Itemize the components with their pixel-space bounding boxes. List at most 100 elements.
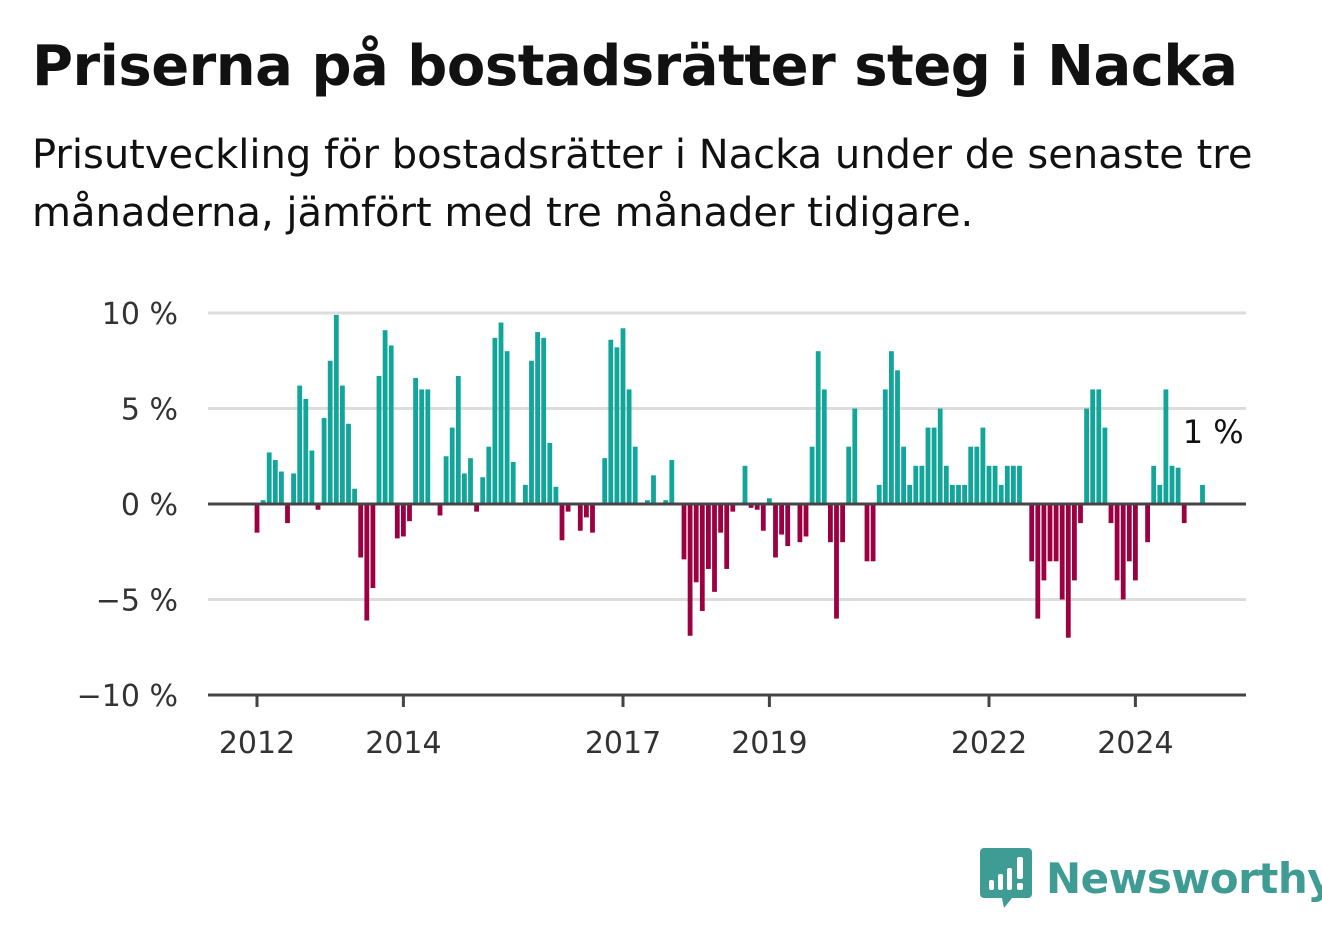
bar xyxy=(821,389,827,504)
bar xyxy=(462,473,467,504)
bar xyxy=(504,351,510,504)
bar xyxy=(882,389,888,504)
bar xyxy=(693,504,699,583)
bar xyxy=(486,446,492,504)
bar xyxy=(901,446,906,504)
bar xyxy=(974,446,980,504)
bar xyxy=(266,452,272,504)
bar xyxy=(620,328,626,504)
bar xyxy=(962,484,967,504)
bar xyxy=(1114,504,1120,581)
bar xyxy=(1120,504,1126,600)
bar xyxy=(663,500,669,504)
y-tick-label: 0 % xyxy=(121,488,178,523)
bar xyxy=(742,465,748,504)
bar xyxy=(425,389,431,504)
bar xyxy=(803,504,809,537)
bar xyxy=(767,498,772,504)
bar xyxy=(413,377,418,504)
bar xyxy=(1126,504,1132,562)
bar xyxy=(297,385,303,504)
bar xyxy=(718,504,723,533)
bar xyxy=(712,504,717,592)
bar xyxy=(1041,504,1047,581)
x-tick-label: 2017 xyxy=(585,726,661,761)
bar xyxy=(730,504,736,512)
bar xyxy=(876,484,882,504)
y-tick-label: −5 % xyxy=(96,584,178,619)
bar xyxy=(1078,504,1083,524)
bar xyxy=(614,347,620,504)
bar xyxy=(541,337,547,504)
bar xyxy=(889,351,894,504)
bar xyxy=(1053,504,1059,562)
bar xyxy=(553,486,559,504)
bar xyxy=(1169,465,1175,504)
bar xyxy=(1096,389,1102,504)
bar xyxy=(1133,504,1138,581)
bar xyxy=(950,484,955,504)
bar xyxy=(986,465,992,504)
bar xyxy=(669,460,675,504)
x-tick-label: 2022 xyxy=(951,726,1027,761)
bar xyxy=(1072,504,1077,581)
y-tick-label: 5 % xyxy=(121,393,178,428)
bar xyxy=(449,427,455,504)
bar xyxy=(455,376,461,504)
bar xyxy=(1181,504,1187,524)
bar xyxy=(779,504,784,535)
bar xyxy=(1102,427,1108,504)
bar xyxy=(931,427,937,504)
bar xyxy=(340,385,345,504)
bar xyxy=(364,504,370,621)
bar xyxy=(437,504,443,516)
last-value-annotation: 1 % xyxy=(1183,413,1244,451)
bar xyxy=(1163,389,1169,504)
bar xyxy=(590,504,595,533)
bar xyxy=(1108,504,1114,524)
bar xyxy=(687,504,693,636)
bar xyxy=(943,465,949,504)
bar xyxy=(913,465,919,504)
bar xyxy=(1065,504,1071,638)
bar xyxy=(992,465,998,504)
bar xyxy=(1017,465,1022,504)
bar xyxy=(382,330,388,504)
bar xyxy=(584,504,589,518)
bar xyxy=(474,504,479,512)
bar xyxy=(645,500,650,504)
bar xyxy=(498,322,504,504)
bar xyxy=(388,345,394,504)
bar xyxy=(321,418,327,504)
bar xyxy=(980,427,986,504)
bar xyxy=(968,446,974,504)
bar xyxy=(443,456,449,504)
bar xyxy=(1059,504,1065,600)
bar xyxy=(840,504,845,543)
bar xyxy=(760,504,766,531)
bar xyxy=(492,337,498,504)
bar xyxy=(394,504,400,539)
bar xyxy=(626,389,632,504)
bar xyxy=(608,339,614,504)
bar xyxy=(1084,408,1089,504)
bar xyxy=(852,408,858,504)
bar xyxy=(773,504,778,558)
bar xyxy=(565,504,571,512)
bar xyxy=(681,504,687,560)
bar xyxy=(260,500,266,504)
x-axis-ticks: 2012 2014 2017 2019 2022 2024 xyxy=(219,695,1174,761)
y-axis-ticks: 10 % 5 % 0 % −5 % −10 % xyxy=(77,297,178,714)
bar xyxy=(1047,504,1053,562)
bar xyxy=(846,446,852,504)
x-tick-label: 2014 xyxy=(365,726,441,761)
bar xyxy=(352,488,357,504)
bar xyxy=(956,484,961,504)
bar xyxy=(285,504,290,524)
bar xyxy=(907,484,913,504)
bar xyxy=(577,504,583,531)
bar xyxy=(510,461,516,504)
bar xyxy=(272,460,278,504)
bar xyxy=(834,504,839,619)
